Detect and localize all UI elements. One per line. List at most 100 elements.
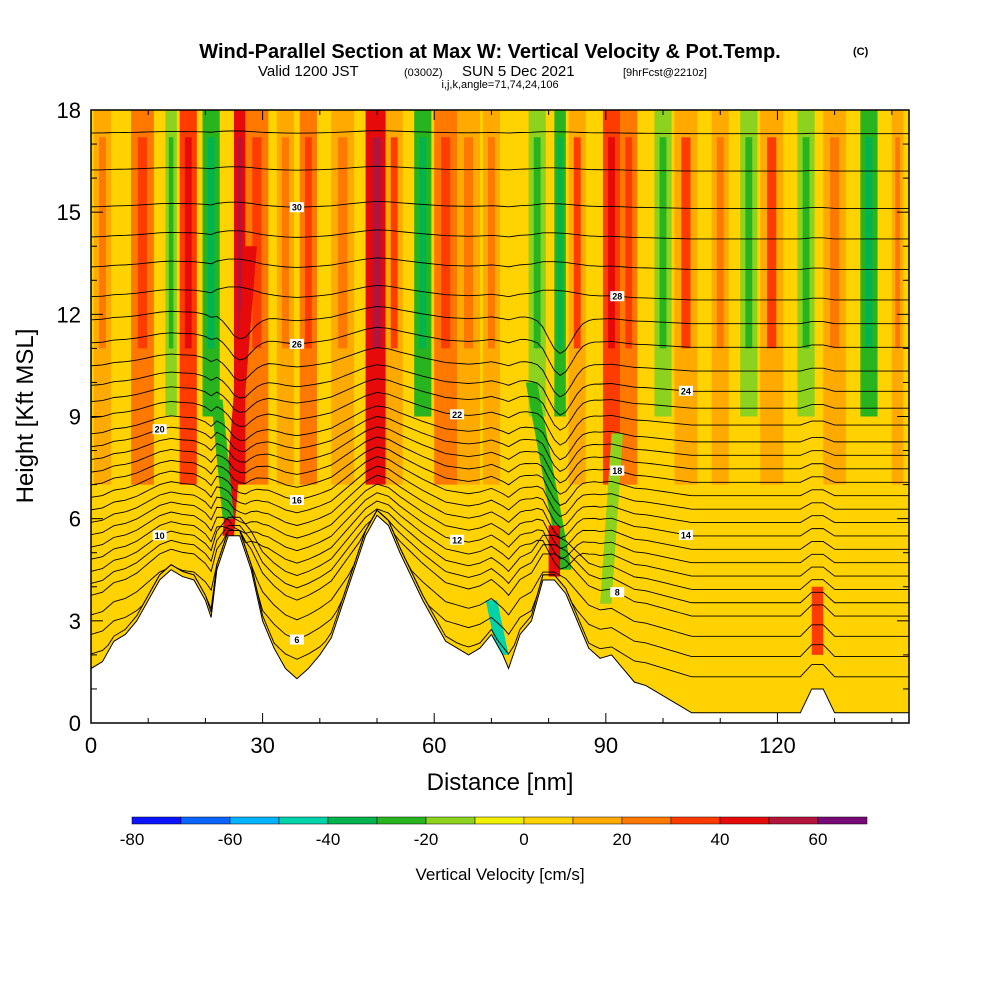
copyright-mark: (C) <box>853 46 869 58</box>
theta-line-21 <box>91 326 909 376</box>
theta-label-bg-15 <box>152 424 167 435</box>
subtitle-utc: (0300Z) <box>404 67 443 79</box>
colorbar-tick-label-60: 60 <box>809 830 828 849</box>
x-tick-label-30: 30 <box>250 733 274 758</box>
theta-line-19 <box>91 364 909 416</box>
velocity-core-12 <box>419 137 427 349</box>
colorbar-swatch-4 <box>327 816 378 825</box>
velocity-core-3 <box>184 137 192 349</box>
velocity-core-15 <box>487 137 495 349</box>
y-tick-label-15: 15 <box>57 200 81 225</box>
colorbar-swatch-3 <box>278 816 329 825</box>
y-tick-label-12: 12 <box>57 302 81 327</box>
colorbar-swatch-2 <box>229 816 280 825</box>
velocity-core-29 <box>895 137 900 349</box>
colorbar-swatch-10 <box>621 816 672 825</box>
velocity-core-9 <box>338 137 348 349</box>
theta-label-7: 12 <box>452 535 462 545</box>
theta-line-14 <box>91 426 909 484</box>
velocity-band-4 <box>600 433 623 604</box>
y-tick-label-9: 9 <box>69 405 81 430</box>
x-tick-label-0: 0 <box>85 733 97 758</box>
theta-line-26 <box>91 201 909 209</box>
velocity-core-2 <box>168 137 174 349</box>
colorbar-swatch-5 <box>376 816 427 825</box>
theta-label-23: 28 <box>612 292 622 302</box>
theta-label-3: 8 <box>615 588 620 598</box>
velocity-core-21 <box>659 137 667 349</box>
theta-line-25 <box>91 229 909 240</box>
chart-title: Wind-Parallel Section at Max W: Vertical… <box>199 41 780 63</box>
colorbar-swatch-0 <box>131 816 182 825</box>
colorbar-tick-label--40: -40 <box>316 830 341 849</box>
theta-line-8 <box>91 483 909 550</box>
velocity-core-4 <box>207 137 215 349</box>
velocity-band-3 <box>548 525 561 577</box>
velocity-band-6 <box>811 586 824 655</box>
theta-line-17 <box>91 391 909 446</box>
theta-line-3 <box>91 509 909 617</box>
velocity-core-20 <box>625 137 633 349</box>
theta-label-21: 26 <box>292 339 302 349</box>
velocity-core-26 <box>802 137 810 349</box>
x-axis: 0 30 60 90 120 <box>85 110 893 758</box>
colorbar-swatch-12 <box>719 816 770 825</box>
theta-label-bg-21 <box>289 338 304 349</box>
theta-label-13: 18 <box>612 466 622 476</box>
velocity-core-11 <box>390 137 398 349</box>
colorbar-swatch-6 <box>425 816 476 825</box>
velocity-band-2 <box>525 382 572 570</box>
velocity-core-8 <box>304 137 312 349</box>
velocity-core-14 <box>463 137 474 349</box>
theta-line-28 <box>91 130 909 135</box>
y-tick-label-6: 6 <box>69 507 81 532</box>
velocity-core-1 <box>137 137 148 349</box>
theta-line-16 <box>91 405 909 461</box>
velocity-core-22 <box>681 137 691 349</box>
theta-line-12 <box>91 446 909 506</box>
velocity-core-6 <box>252 137 262 349</box>
velocity-core-27 <box>830 137 840 349</box>
theta-line-5 <box>91 508 909 590</box>
theta-label-26: 30 <box>292 203 302 213</box>
subtitle-date: SUN 5 Dec 2021 <box>462 63 575 80</box>
velocity-core-16 <box>533 137 541 349</box>
y-axis: 0 3 6 9 12 15 18 <box>57 98 909 736</box>
theta-label-bg-9 <box>678 529 693 540</box>
colorbar-tick-label-40: 40 <box>711 830 730 849</box>
velocity-core-19 <box>608 137 615 349</box>
colorbar-tick-label--80: -80 <box>120 830 145 849</box>
theta-line-4 <box>91 509 909 604</box>
theta-label-bg-11 <box>289 495 304 506</box>
velocity-core-24 <box>745 137 753 349</box>
theta-line-13 <box>91 436 909 495</box>
y-tick-label-0: 0 <box>69 711 81 736</box>
colorbar-label: Vertical Velocity [cm/s] <box>415 865 584 884</box>
theta-label-19: 24 <box>681 386 691 396</box>
theta-label-5: 10 <box>155 531 165 541</box>
subtitle-forecast: [9hrFcst@2210z] <box>623 67 707 79</box>
colorbar-tick-label--60: -60 <box>218 830 243 849</box>
theta-line-18 <box>91 378 909 431</box>
section-parameters: i,j,k,angle=71,74,24,106 <box>441 79 558 91</box>
colorbar-swatch-1 <box>180 816 231 825</box>
velocity-core-17 <box>557 137 563 349</box>
subtitle-line: Valid 1200 JST (0300Z) SUN 5 Dec 2021 [9… <box>258 63 707 80</box>
subtitle-valid: Valid 1200 JST <box>258 63 359 80</box>
x-tick-label-90: 90 <box>594 733 618 758</box>
velocity-core-10 <box>372 137 382 349</box>
theta-label-bg-13 <box>610 465 625 476</box>
velocity-core-0 <box>99 137 106 349</box>
theta-line-9 <box>91 474 909 539</box>
velocity-core-25 <box>767 137 777 349</box>
potential-temperature-contours: 6 8 10 12 14 16 18 20 22 24 26 28 30 <box>91 130 909 678</box>
theta-line-10 <box>91 465 909 528</box>
colorbar-tick-label-0: 0 <box>519 830 528 849</box>
theta-line-11 <box>91 456 909 518</box>
theta-label-9: 14 <box>681 530 691 540</box>
velocity-band-5 <box>485 600 509 655</box>
theta-line-2 <box>91 509 909 637</box>
theta-label-1: 6 <box>294 635 299 645</box>
velocity-band-0 <box>222 246 257 536</box>
